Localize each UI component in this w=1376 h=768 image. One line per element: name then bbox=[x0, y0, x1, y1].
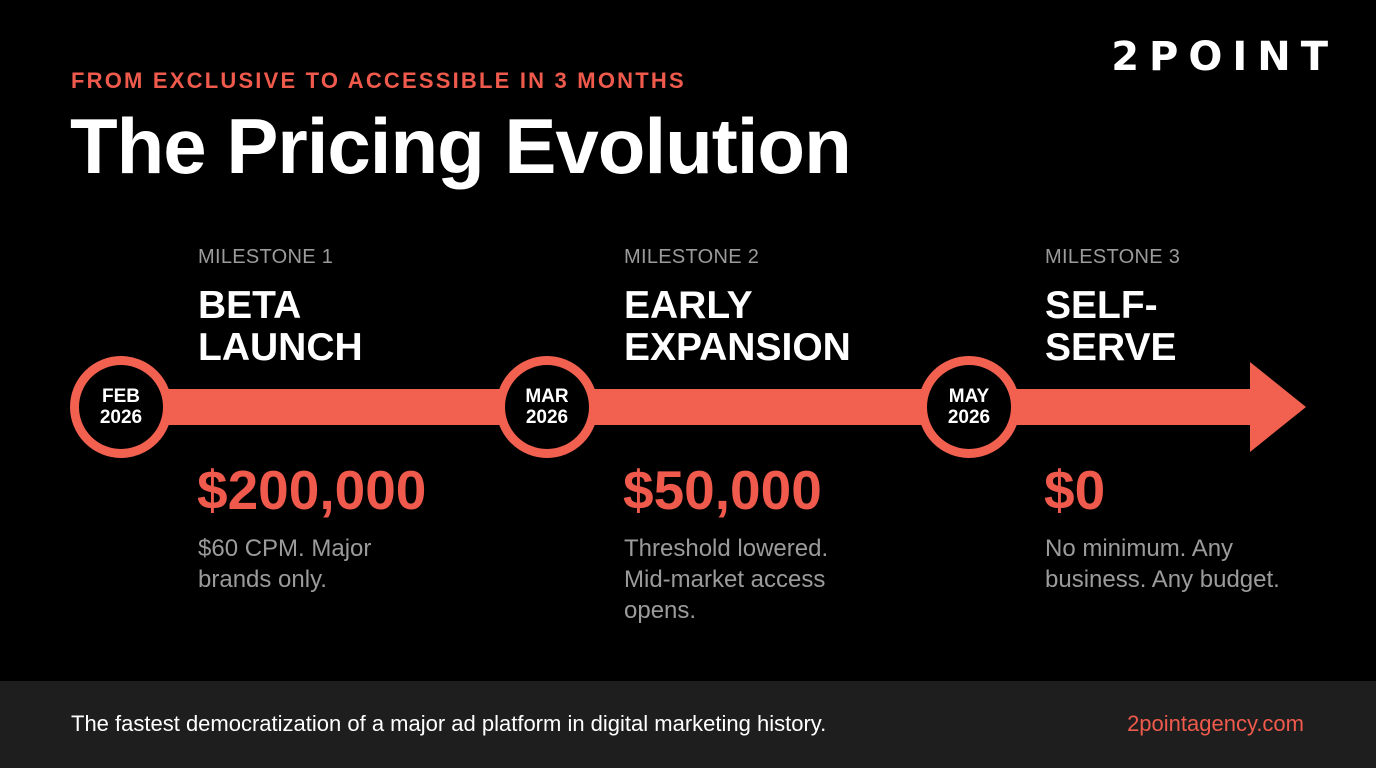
milestone-price: $200,000 bbox=[197, 459, 427, 521]
footer-text: The fastest democratization of a major a… bbox=[71, 711, 827, 736]
milestone-title: EARLY EXPANSION bbox=[624, 284, 851, 369]
header-kicker: FROM EXCLUSIVE TO ACCESSIBLE IN 3 MONTHS bbox=[71, 68, 686, 93]
milestone-title: SELF- SERVE bbox=[1045, 284, 1177, 369]
footer-url: 2pointagency.com bbox=[1127, 711, 1304, 736]
milestone-1: MILESTONE 1 BETA LAUNCH bbox=[198, 246, 363, 369]
date-node-month: MAY bbox=[948, 386, 990, 407]
milestone-label: MILESTONE 3 bbox=[1045, 246, 1181, 268]
milestone-2: MILESTONE 2 EARLY EXPANSION bbox=[624, 246, 851, 369]
milestone-price: $50,000 bbox=[623, 459, 822, 521]
page-title: The Pricing Evolution bbox=[70, 102, 852, 190]
milestone-title: BETA LAUNCH bbox=[198, 284, 363, 369]
date-node-year: 2026 bbox=[947, 407, 991, 428]
arrow-head-icon bbox=[1250, 362, 1306, 452]
milestone-description: $60 CPM. Major brands only. bbox=[198, 535, 372, 593]
milestone-label: MILESTONE 2 bbox=[624, 246, 760, 268]
milestone-3: MILESTONE 3 SELF- SERVE bbox=[1045, 246, 1180, 369]
footer: The fastest democratization of a major a… bbox=[0, 681, 1376, 768]
milestone-description: No minimum. Any business. Any budget. bbox=[1045, 535, 1280, 593]
date-node-year: 2026 bbox=[99, 407, 143, 428]
date-node-year: 2026 bbox=[525, 407, 569, 428]
date-node-month: MAR bbox=[525, 386, 569, 407]
date-node-3: MAY 2026 bbox=[918, 356, 1020, 458]
date-node-1: FEB 2026 bbox=[70, 356, 172, 458]
brand-logo: 2POINT bbox=[1111, 34, 1338, 80]
milestone-description: Threshold lowered. Mid-market access ope… bbox=[624, 535, 829, 624]
milestone-label: MILESTONE 1 bbox=[198, 246, 334, 268]
date-node-2: MAR 2026 bbox=[496, 356, 598, 458]
milestone-price: $0 bbox=[1044, 459, 1106, 521]
timeline-bar bbox=[120, 389, 1254, 425]
date-node-month: FEB bbox=[102, 386, 140, 407]
